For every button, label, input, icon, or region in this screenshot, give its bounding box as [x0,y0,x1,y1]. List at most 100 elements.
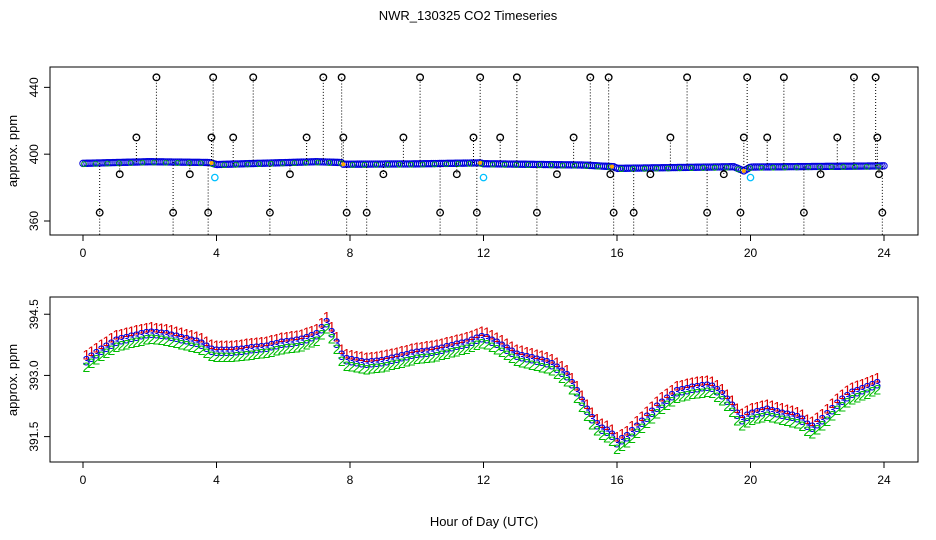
series-1-point: 1 [843,382,851,398]
top-x-tick-label: 20 [744,246,758,260]
series-3-point: 3 [408,346,416,362]
series-2-point: 2 [873,382,881,398]
series-1-point: 1 [668,381,676,397]
series-2-point: 2 [308,335,316,351]
spike-marker [683,73,692,82]
series-2-point: 2 [313,333,321,349]
baseline-green-point [232,161,239,168]
series-1-point: 1 [393,344,401,360]
series-1-point: 1 [363,349,371,365]
series-1-point: 1 [178,324,186,340]
series-2-point: 2 [383,358,391,374]
series-1-point: 1 [473,325,481,341]
spike-marker [606,170,615,179]
series-1-point: 1 [708,373,716,389]
series-1-point: 1 [313,321,321,337]
series-3-point: 3 [678,383,686,399]
series-1-point: 1 [238,336,246,352]
series-2-point: 2 [388,357,396,373]
series-1-point: 1 [638,408,646,424]
series-2-point: 2 [438,347,446,363]
series-3-point: 3 [288,334,296,350]
series-3-point: 3 [193,334,201,350]
series-2-point: 2 [318,327,326,343]
series-3-point: 3 [112,333,120,349]
series-2-point: 2 [213,349,221,365]
series-2-point: 2 [97,348,105,364]
series-3-point: 3 [173,329,181,345]
series-2-point: 2 [568,382,576,398]
bottom-y-tick-label: 391.5 [27,421,41,451]
baseline-green-point [186,160,193,166]
series-1-point: 1 [133,322,141,338]
series-2-point: 2 [763,408,771,424]
series-3-point: 3 [608,427,616,443]
spike-marker [871,73,880,82]
series-1-point: 1 [703,372,711,388]
series-1-point: 1 [753,398,761,414]
series-1-point: 1 [303,324,311,340]
series-1-point: 1 [333,329,341,345]
series-2-point: 2 [117,338,125,354]
spike-marker [552,170,561,179]
series-3-point: 3 [743,408,751,424]
series-3-point: 3 [863,380,871,396]
series-1-point: 1 [288,328,296,344]
series-3-point: 3 [748,406,756,422]
top-y-tick-label: 440 [27,77,41,97]
series-1-point: 1 [623,422,631,438]
series-1-point: 1 [803,411,811,427]
series-1-point: 1 [183,325,191,341]
series-1-point: 1 [373,348,381,364]
series-3-point: 3 [433,342,441,358]
series-1-point: 1 [328,318,336,334]
series-2-point: 2 [473,337,481,353]
series-1-point: 1 [173,323,181,339]
series-1-point: 1 [568,369,576,385]
series-2-point: 2 [553,366,561,382]
bottom-x-tick-label: 4 [213,473,220,487]
baseline-green-point [244,161,251,168]
series-3-point: 3 [188,333,196,349]
series-3-point: 3 [823,407,831,423]
series-1-point: 1 [828,395,836,411]
baseline-green-point [758,164,765,171]
series-1-point: 1 [218,337,226,353]
series-1-point: 1 [283,328,291,344]
baseline-green-point [653,165,660,172]
series-1-point: 1 [453,331,461,347]
x-axis-label: Hour of Day (UTC) [429,514,539,529]
series-3-point: 3 [548,356,556,372]
chart-title: NWR_130325 CO2 Timeseries [378,8,558,23]
series-1-point: 1 [87,343,95,359]
series-1-point: 1 [683,375,691,391]
series-1-point: 1 [598,415,606,431]
series-1-point: 1 [543,348,551,364]
baseline-green-point [127,160,134,166]
series-2-point: 2 [258,346,266,362]
series-3-point: 3 [668,387,676,403]
series-3-point: 3 [333,335,341,351]
series-3-point: 3 [483,330,491,346]
series-1-point: 1 [748,400,756,416]
series-2-point: 2 [733,412,741,428]
series-3-point: 3 [253,340,261,356]
series-3-point: 3 [443,340,451,356]
series-3-point: 3 [558,364,566,380]
series-2-point: 2 [723,398,731,414]
spike-marker [739,133,748,142]
series-1-point: 1 [678,376,686,392]
series-3-point: 3 [538,353,546,369]
series-1-point: 1 [713,377,721,393]
bottom-y-tick-label: 394.5 [27,299,41,329]
series-2-point: 2 [818,418,826,434]
series-1-point: 1 [117,325,125,341]
series-1-point: 1 [743,402,751,418]
series-3-point: 3 [223,343,231,359]
series-1-point: 1 [793,403,801,419]
series-1-point: 1 [148,319,156,335]
series-2-point: 2 [588,416,596,432]
series-3-point: 3 [393,350,401,366]
series-2-point: 2 [543,360,551,376]
spike-marker [646,170,655,179]
